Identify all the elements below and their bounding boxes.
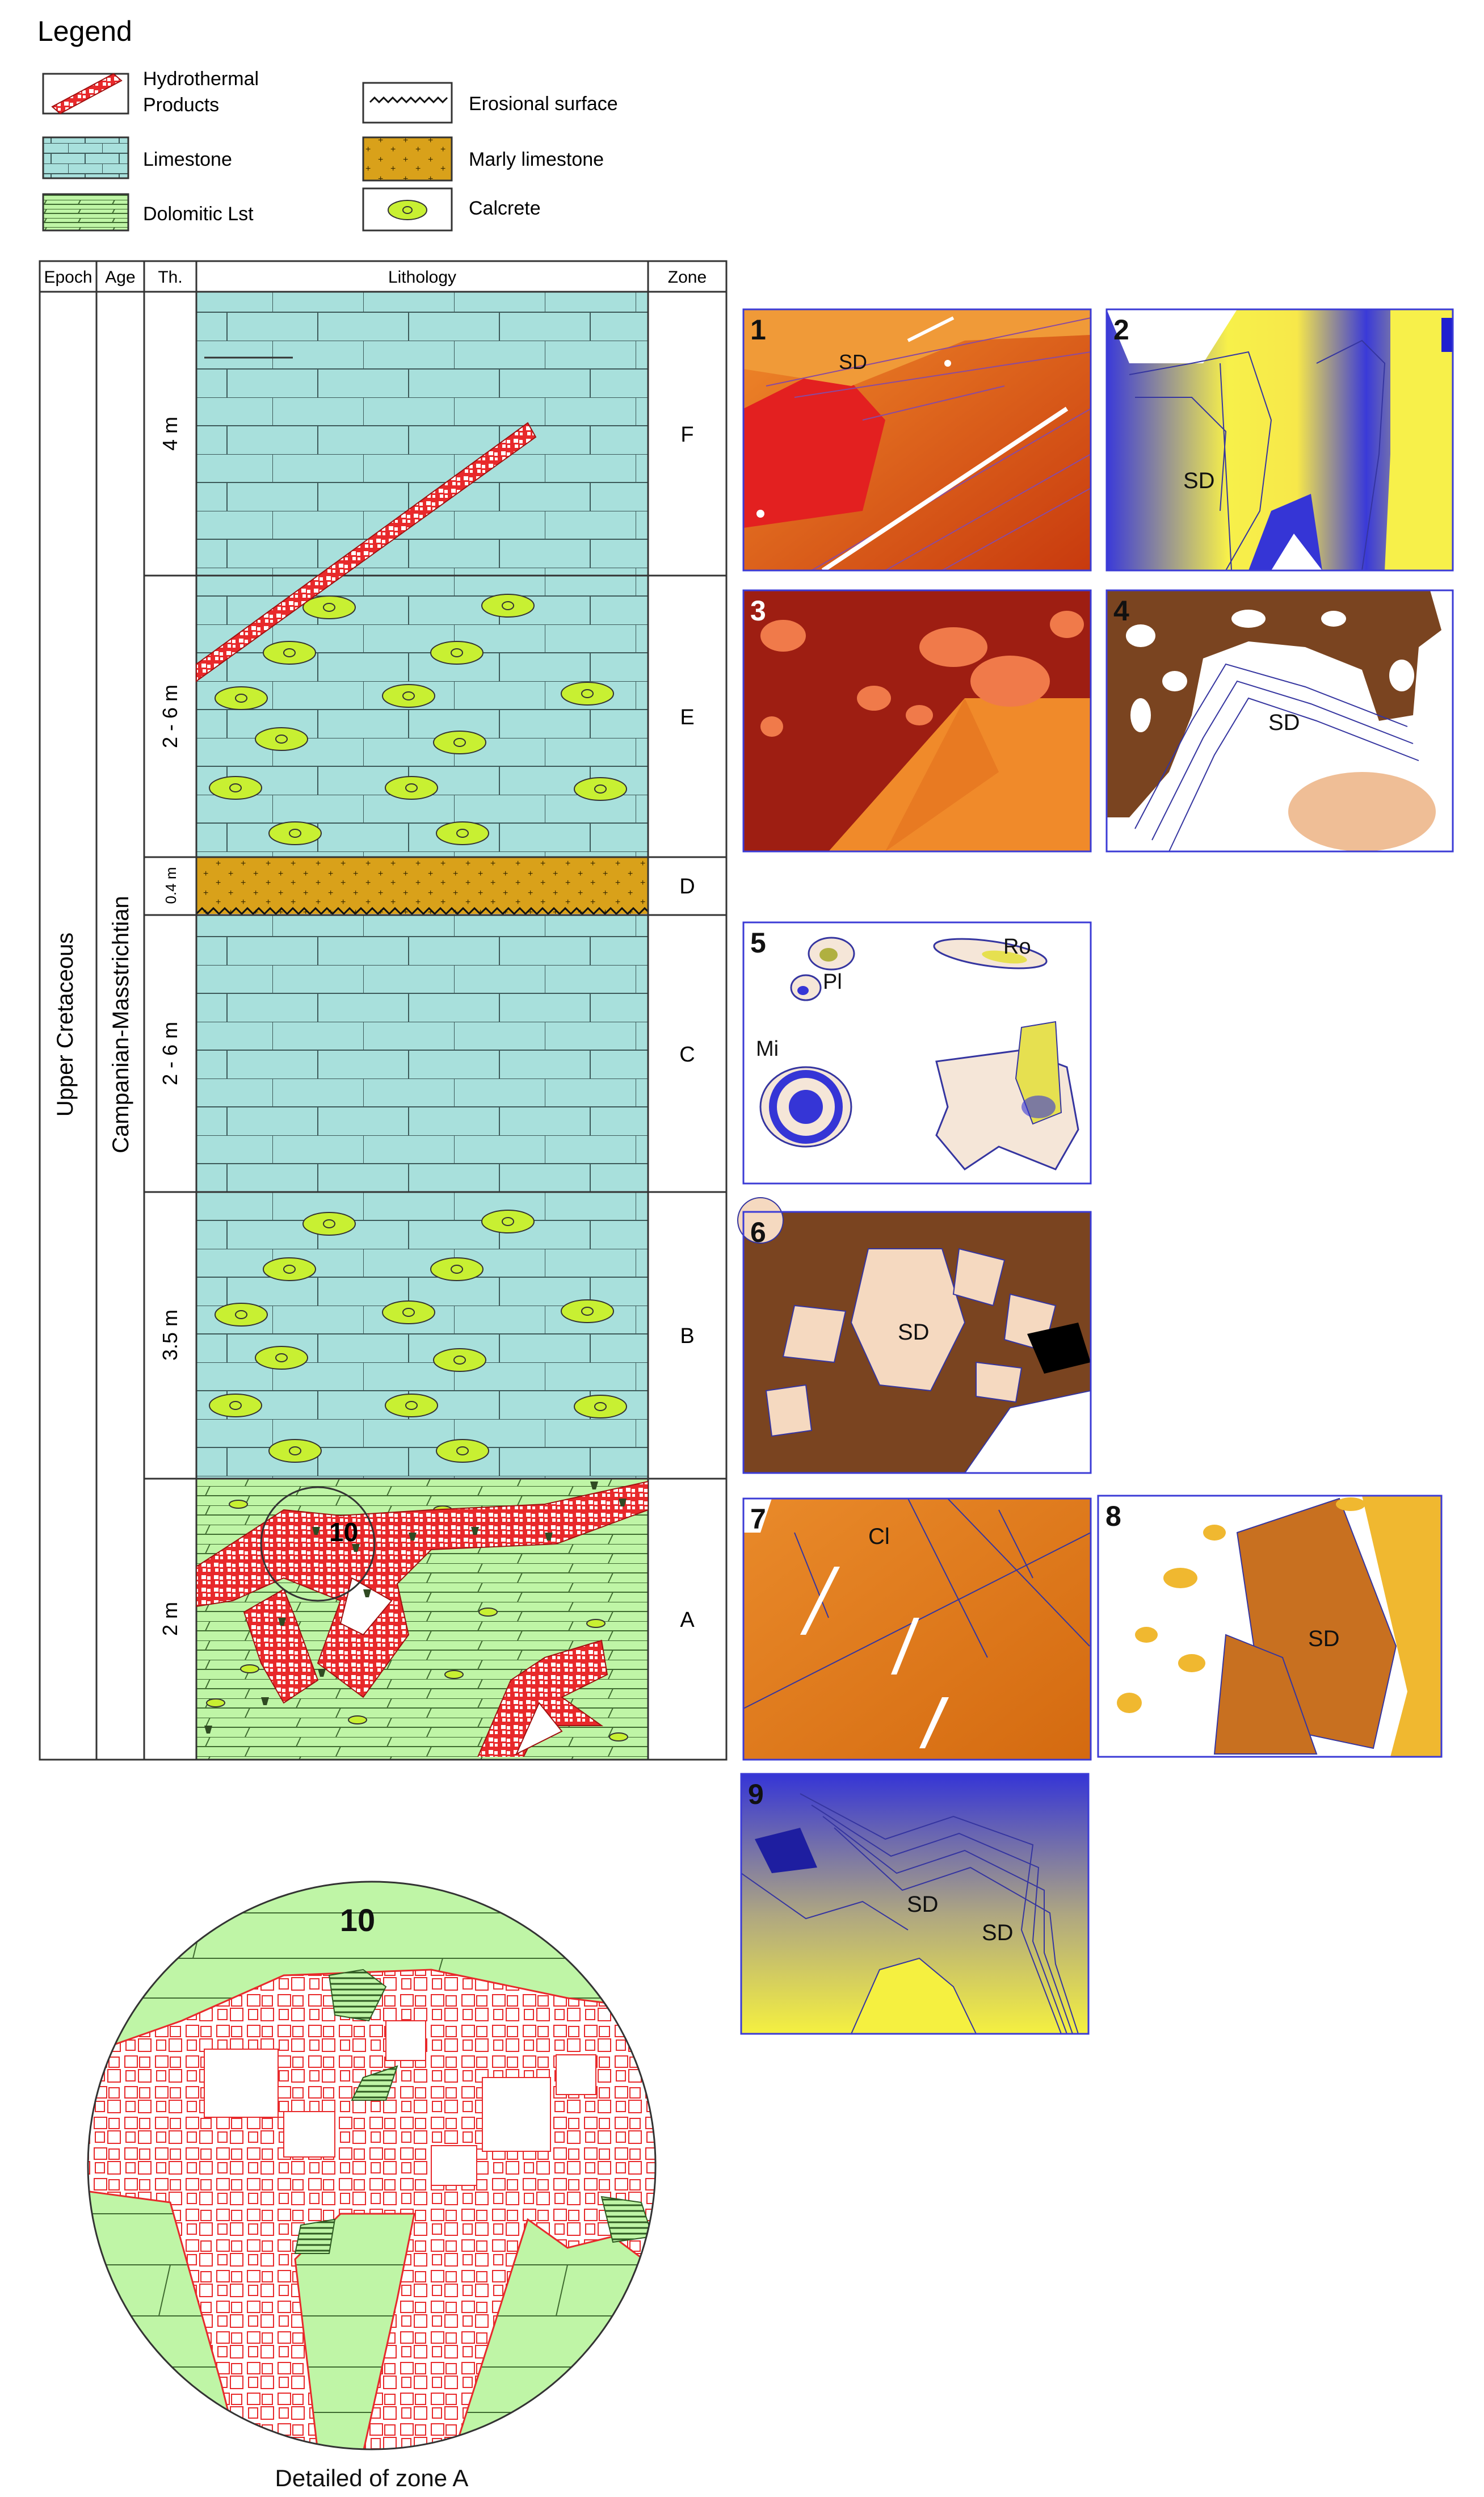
calcrete-swatch	[388, 200, 427, 220]
thickness-zone-D: 0.4 m	[162, 867, 179, 904]
thickness-zone-C: 2 - 6 m	[158, 1022, 182, 1085]
panel-4-label-SD: SD	[1268, 710, 1300, 735]
hydrothermal-label-line1: Hydrothermal	[143, 68, 259, 90]
panel-5-label-Ro: Ro	[1003, 935, 1031, 959]
panel-9-label-SD-2: SD	[982, 1920, 1014, 1945]
panel-6-label-SD: SD	[898, 1320, 930, 1345]
age-label: Campanian-Masstrichtian	[108, 896, 133, 1153]
panel-3: 3	[742, 589, 1092, 853]
zone-A-detail-number: 10	[329, 1517, 358, 1547]
calcrete-label: Calcrete	[469, 198, 541, 219]
zone-label-C: C	[679, 1043, 695, 1067]
thickness-zone-A: 2 m	[158, 1602, 182, 1636]
panel-5-label-Pl: Pl	[823, 970, 842, 994]
zone-label-E: E	[680, 706, 694, 729]
calcrete-nodules-zone-E	[209, 594, 627, 845]
panel-7-number: 7	[750, 1503, 766, 1535]
panel-4: 4 SD	[1105, 589, 1454, 853]
panel-2-number: 2	[1113, 314, 1129, 346]
hydrothermal-vein-FE	[196, 422, 537, 682]
stratigraphic-column: Epoch Age Th. Lithology Zone Upper Creta…	[39, 260, 728, 1761]
panel-9-number: 9	[748, 1778, 764, 1810]
panel-6-number: 6	[750, 1216, 766, 1248]
panel-3-number: 3	[750, 595, 766, 627]
limestone-swatch	[42, 136, 129, 179]
zone-F-lithology	[196, 292, 648, 576]
panel-5: 5 Pl Ro Mi	[742, 921, 1092, 1185]
hydrothermal-swatch	[51, 73, 123, 115]
detail-zone-A: 10 Detailed of zone A	[87, 1881, 657, 2491]
epoch-label: Upper Cretaceous	[53, 933, 78, 1117]
limestone-label: Limestone	[143, 149, 232, 170]
panel-1: 1 SD	[742, 308, 1092, 573]
panel-9: 9 SD SD	[740, 1773, 1090, 2035]
thickness-zone-E: 2 - 6 m	[158, 685, 182, 748]
legend-title: Legend	[37, 15, 132, 47]
panel-1-number: 1	[750, 314, 766, 346]
header-age: Age	[105, 268, 135, 287]
panel-8-number: 8	[1105, 1500, 1121, 1532]
panel-9-label-SD-1: SD	[907, 1892, 939, 1917]
panel-2: 2 SD	[1105, 308, 1454, 572]
panel-8: 8 SD	[1097, 1495, 1443, 1758]
zone-label-D: D	[679, 875, 695, 899]
erosional-surface	[195, 907, 649, 916]
panel-7-label-Cl: Cl	[868, 1524, 890, 1549]
zone-A-hydrothermal	[196, 1480, 648, 1757]
zone-label-F: F	[680, 423, 693, 447]
legend-item-dolomitic: Dolomitic Lst	[42, 193, 254, 232]
header-zone: Zone	[668, 268, 707, 287]
marly-label: Marly limestone	[469, 149, 604, 170]
legend-item-marly: Marly limestone	[362, 136, 604, 182]
dolomitic-swatch	[42, 193, 129, 232]
thickness-zone-F: 4 m	[158, 417, 182, 451]
dolomitic-label: Dolomitic Lst	[143, 203, 254, 225]
zone-D-lithology	[196, 857, 648, 914]
legend-item-hydrothermal: Hydrothermal Products	[42, 68, 259, 116]
zone-A-detail-marker	[260, 1486, 376, 1602]
zone-label-B: B	[680, 1324, 694, 1348]
header-lithology: Lithology	[388, 268, 456, 287]
panel-4-number: 4	[1113, 595, 1129, 627]
panel-1-label-SD: SD	[839, 350, 867, 373]
legend-item-limestone: Limestone	[42, 136, 232, 179]
zone-label-A: A	[680, 1608, 695, 1632]
zone-B-lithology	[196, 1192, 648, 1479]
detail-caption: Detailed of zone A	[275, 2465, 469, 2491]
header-thickness: Th.	[158, 268, 182, 287]
panel-6: 6 SD	[737, 1197, 1092, 1474]
panel-5-label-Mi: Mi	[756, 1037, 779, 1061]
panel-7: 7 Cl	[742, 1497, 1092, 1761]
legend-item-calcrete: Calcrete	[362, 187, 541, 232]
header-epoch: Epoch	[44, 268, 92, 287]
legend-item-erosional: Erosional surface	[362, 82, 618, 124]
erosional-wave	[369, 96, 448, 104]
calcrete-nodules-zone-B	[209, 1210, 627, 1463]
panel-5-grains	[759, 937, 1079, 1170]
hydrothermal-label-line2: Products	[143, 94, 219, 116]
thickness-zone-B: 3.5 m	[158, 1310, 182, 1361]
erosional-label: Erosional surface	[469, 93, 618, 115]
zone-C-lithology	[196, 915, 648, 1192]
marly-swatch	[362, 136, 453, 182]
panel-5-number: 5	[750, 927, 766, 959]
panel-8-label-SD: SD	[1308, 1626, 1340, 1651]
detail-number: 10	[340, 1902, 375, 1938]
legend: Legend Hydrothermal Products Limestone D…	[37, 15, 618, 232]
panel-2-label-SD: SD	[1183, 468, 1215, 493]
erosional-swatch	[362, 82, 453, 124]
